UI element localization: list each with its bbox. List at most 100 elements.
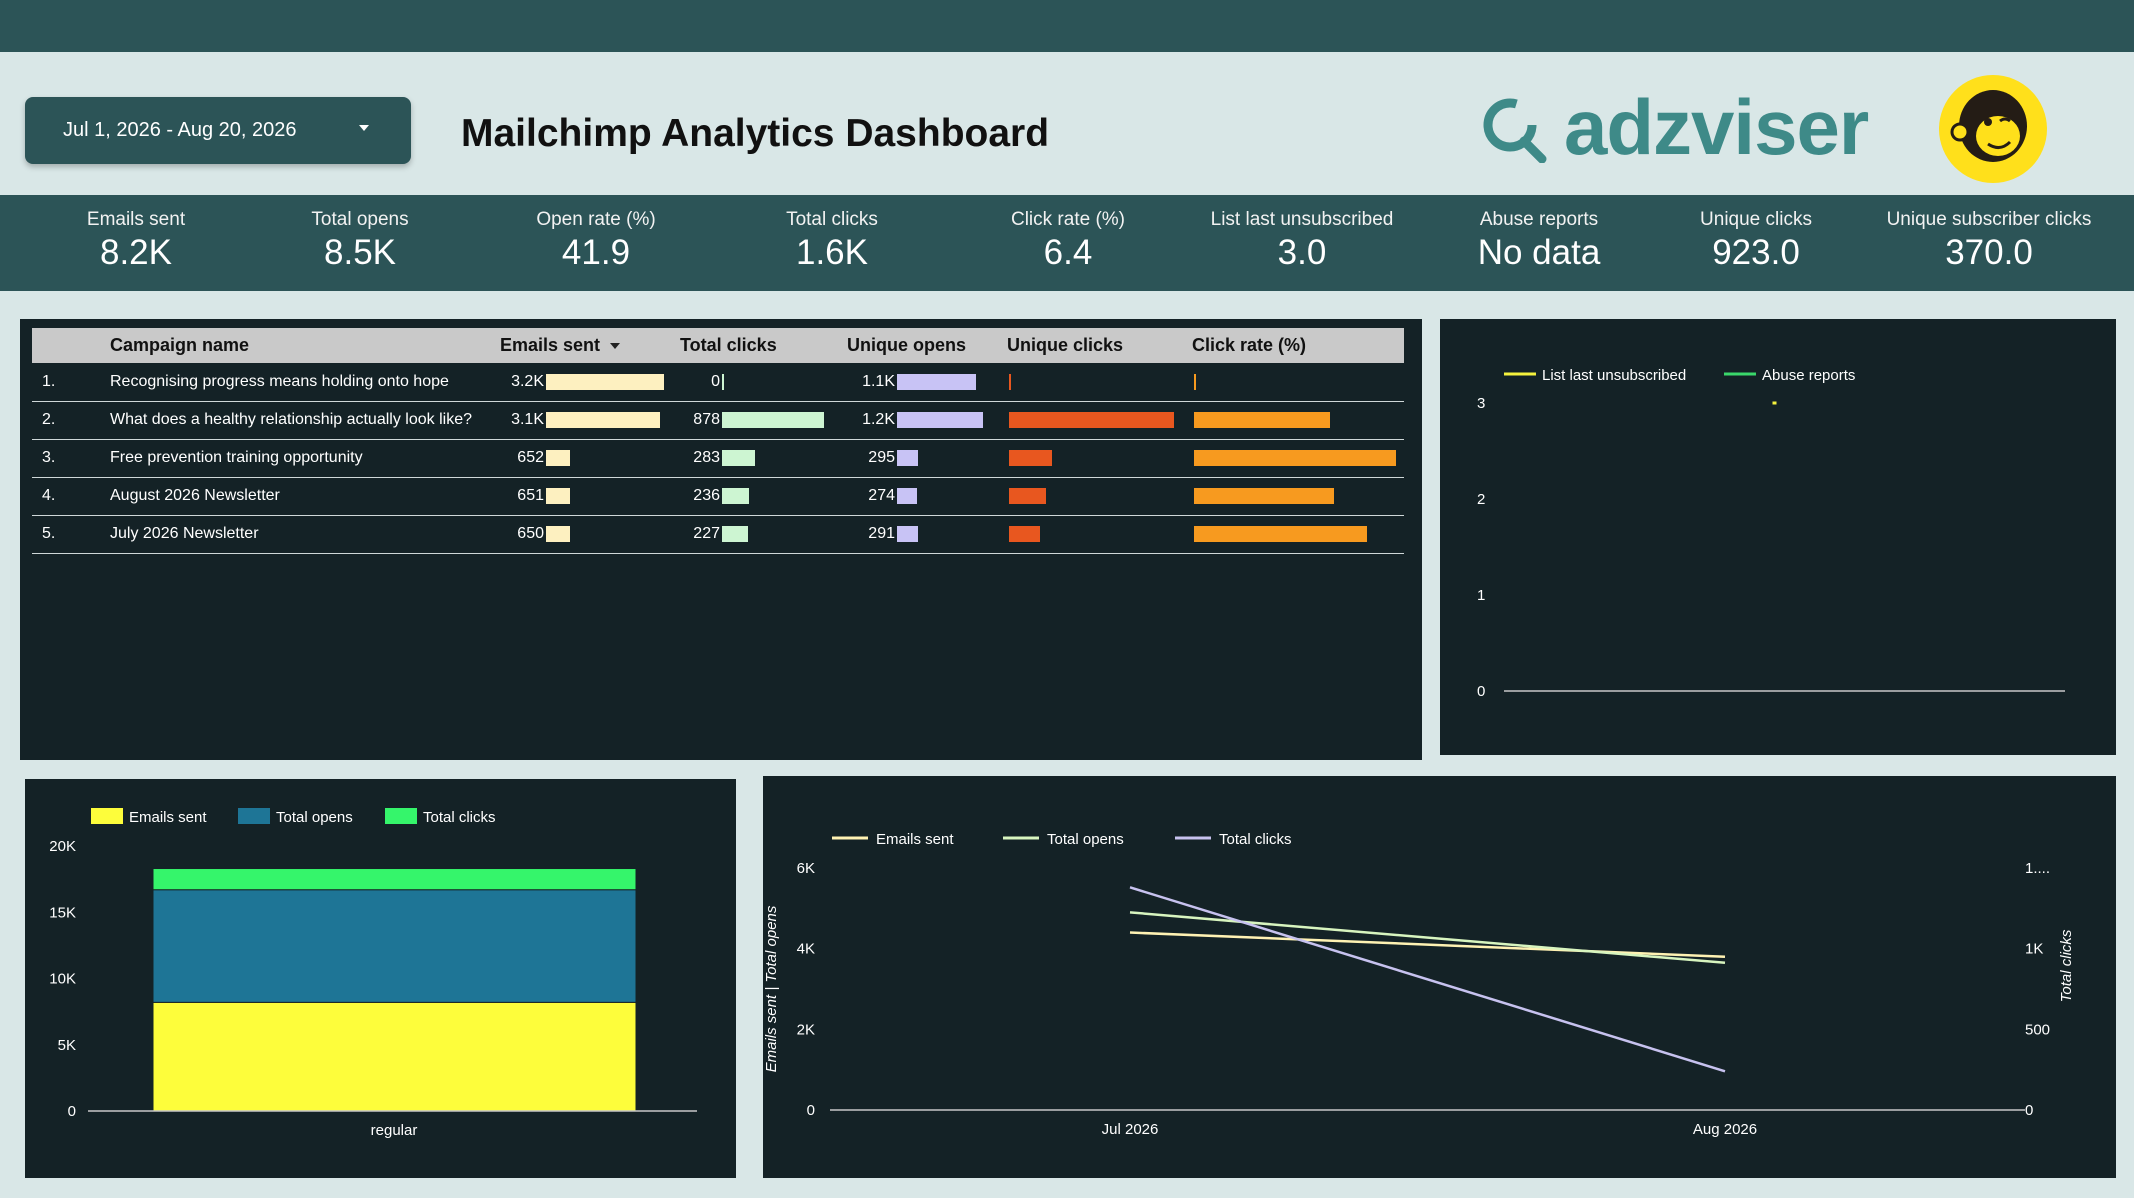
x-tick-label: regular [371, 1122, 418, 1139]
col-total-clicks[interactable]: Total clicks [680, 328, 847, 363]
campaign-name: Recognising progress means holding onto … [110, 363, 500, 402]
date-range-picker[interactable]: Jul 1, 2026 - Aug 20, 2026 [25, 97, 411, 164]
col-emails-sent-label: Emails sent [500, 335, 601, 355]
y-tick-label: 10K [49, 971, 76, 988]
cell-bar [897, 487, 917, 504]
table-row[interactable]: 5. July 2026 Newsletter 650 227 291 [32, 515, 1404, 554]
y-right-axis-title: Total clicks [2058, 929, 2075, 1002]
table-row[interactable]: 1. Recognising progress means holding ont… [32, 363, 1404, 402]
legend-swatch [385, 808, 417, 824]
kpi-emails-sent: Emails sent 8.2K [87, 209, 185, 273]
kpi-unique-clicks: Unique clicks 923.0 [1700, 209, 1812, 273]
kpi-unique-subscriber-clicks: Unique subscriber clicks 370.0 [1887, 209, 2092, 273]
cell-bar [1194, 487, 1334, 504]
cell-value: 283 [693, 449, 720, 466]
bar-segment-total-opens[interactable] [152, 889, 637, 1003]
x-tick-label: Aug 2026 [1693, 1121, 1757, 1138]
series-line-total-opens[interactable] [1129, 911, 1726, 965]
cell-value: 651 [517, 487, 544, 504]
campaign-table: Campaign name Emails sent Total clicks U… [32, 328, 1404, 554]
kpi-abuse-reports: Abuse reports No data [1478, 209, 1601, 273]
emails-sent-cell: 650 [500, 515, 680, 554]
click-rate-cell [1192, 515, 1404, 554]
cell-bar [1194, 449, 1396, 466]
cell-bar [1009, 487, 1046, 504]
table-row[interactable]: 2. What does a healthy relationship actua… [32, 401, 1404, 440]
kpi-band: Emails sent 8.2K Total opens 8.5K Open r… [0, 195, 2134, 291]
legend-label: Total opens [1047, 831, 1124, 848]
cell-bar [722, 487, 750, 504]
row-index: 4. [32, 477, 110, 516]
y-tick-label: 2 [1477, 491, 1485, 508]
cell-value: 227 [693, 525, 720, 542]
legend-label: Emails sent [876, 831, 954, 848]
click-rate-cell [1192, 439, 1404, 478]
emails-sent-cell: 651 [500, 477, 680, 516]
kpi-value: 41.9 [561, 233, 631, 272]
cell-value: 274 [868, 487, 895, 504]
legend-label: Abuse reports [1762, 367, 1855, 384]
cell-value: 236 [693, 487, 720, 504]
legend-swatch [91, 808, 123, 824]
bar-segment-emails-sent[interactable] [152, 1001, 637, 1112]
kpi-total-clicks: Total clicks 1.6K [786, 209, 878, 273]
kpi-label: Click rate (%) [1010, 209, 1126, 230]
col-unique-opens[interactable]: Unique opens [847, 328, 1007, 363]
cell-value: 878 [693, 411, 720, 428]
kpi-label: Open rate (%) [536, 209, 656, 230]
cell-value: 295 [868, 449, 895, 466]
series-line-emails-sent[interactable] [1129, 931, 1726, 958]
kpi-value: No data [1477, 233, 1601, 272]
kpi-label: Unique subscriber clicks [1886, 209, 2092, 230]
sort-desc-icon [610, 343, 621, 350]
legend-label: Total opens [276, 809, 353, 826]
col-unique-clicks[interactable]: Unique clicks [1007, 328, 1192, 363]
kpi-label: Unique clicks [1700, 209, 1812, 230]
y-right-tick-label: 1K [2025, 941, 2043, 958]
y-tick-label: 0 [1477, 683, 1485, 700]
total-clicks-cell: 236 [680, 477, 847, 516]
cell-value: 1.2K [862, 411, 895, 428]
col-campaign-name[interactable]: Campaign name [110, 328, 500, 363]
cell-bar [722, 411, 824, 428]
campaign-name: July 2026 Newsletter [110, 515, 500, 554]
col-click-rate[interactable]: Click rate (%) [1192, 328, 1404, 363]
y-tick-label: 3 [1477, 395, 1485, 412]
unsub-abuse-chart-panel: List last unsubscribed Abuse reports 0 1 2 3 [1440, 319, 2116, 755]
cell-bar [1194, 525, 1367, 542]
unique-opens-cell: 291 [847, 515, 1007, 554]
table-row[interactable]: 3. Free prevention training opportunity 65… [32, 439, 1404, 478]
kpi-value: 923.0 [1712, 233, 1800, 272]
unsub-abuse-chart: List last unsubscribed Abuse reports 0 1 2 3 [1477, 367, 2065, 700]
kpi-label: Emails sent [86, 209, 186, 230]
campaign-type-bar-chart: Emails sent Total opens Total clicks 0 5K 10K… [49, 808, 697, 1139]
cell-bar [546, 525, 570, 542]
legend-label: Total clicks [423, 809, 496, 826]
unique-opens-cell: 1.2K [847, 401, 1007, 440]
series-line-total-clicks[interactable] [1129, 886, 1726, 1073]
table-row[interactable]: 4. August 2026 Newsletter 651 236 274 [32, 477, 1404, 516]
unique-opens-cell: 295 [847, 439, 1007, 478]
cell-bar [722, 373, 724, 390]
y-left-tick-label: 2K [797, 1021, 815, 1038]
emails-sent-cell: 3.2K [500, 363, 680, 402]
bar-segment-total-clicks[interactable] [152, 868, 637, 891]
col-emails-sent[interactable]: Emails sent [500, 328, 680, 363]
cell-value: 3.1K [511, 411, 544, 428]
unique-clicks-cell [1007, 515, 1192, 554]
unique-opens-cell: 1.1K [847, 363, 1007, 402]
cell-bar [897, 525, 918, 542]
legend-label: Emails sent [129, 809, 207, 826]
y-tick-label: 0 [68, 1103, 76, 1120]
emails-sent-cell: 652 [500, 439, 680, 478]
cell-value: 650 [517, 525, 544, 542]
cell-bar [1009, 373, 1011, 390]
total-clicks-cell: 0 [680, 363, 847, 402]
magnifier-icon [1483, 98, 1547, 163]
kpi-value: 8.2K [99, 233, 172, 272]
kpi-total-opens: Total opens 8.5K [311, 209, 408, 273]
click-rate-cell [1192, 477, 1404, 516]
cell-bar [546, 487, 570, 504]
cell-bar [546, 373, 664, 390]
campaign-table-panel: Campaign name Emails sent Total clicks U… [20, 319, 1422, 760]
